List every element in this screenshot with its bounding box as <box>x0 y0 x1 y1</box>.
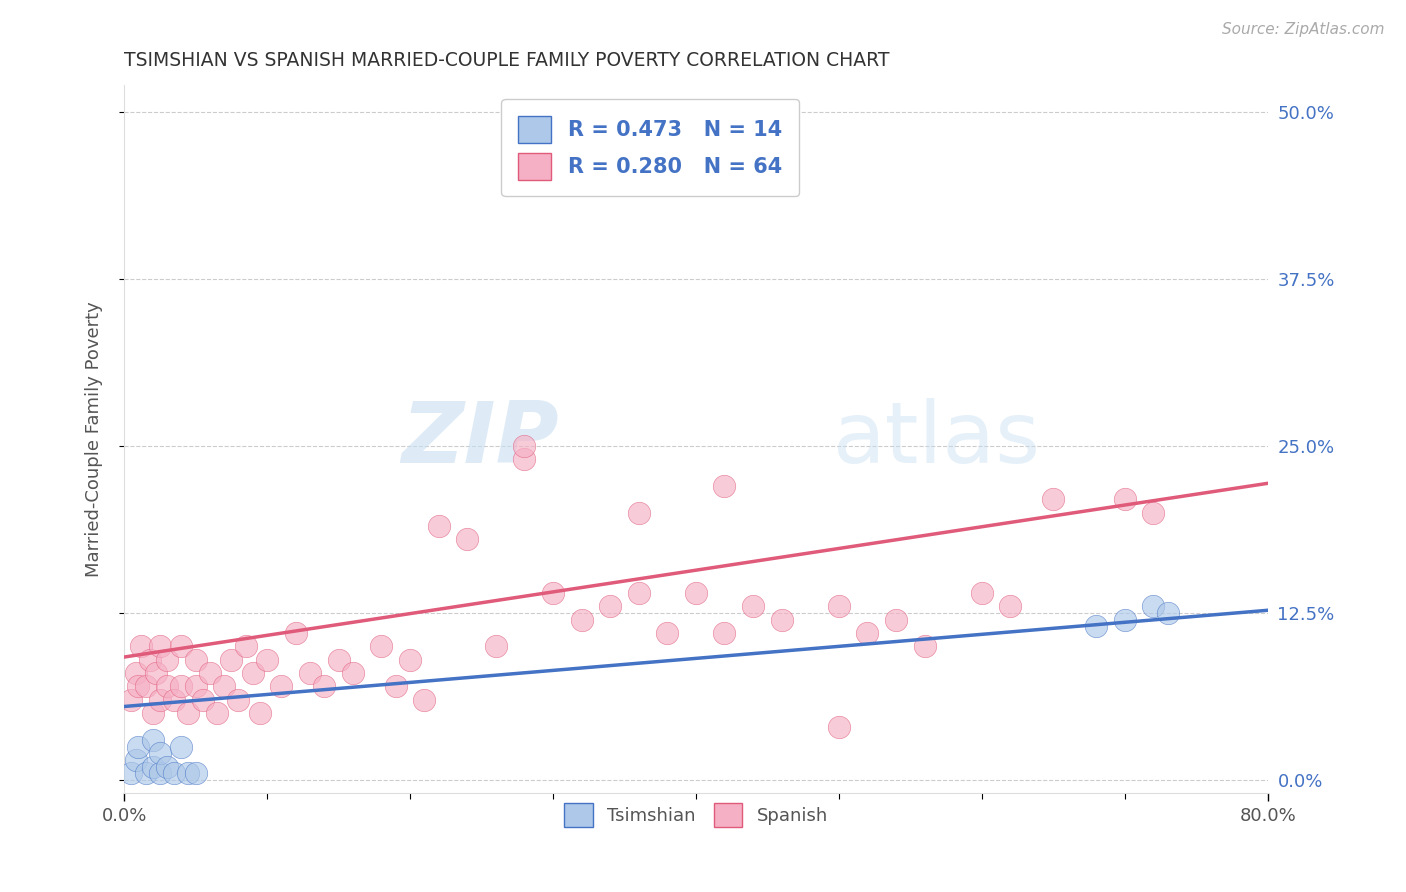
Point <box>270 680 292 694</box>
Point <box>657 626 679 640</box>
Point <box>139 653 162 667</box>
Point <box>256 653 278 667</box>
Point <box>249 706 271 721</box>
Point <box>177 766 200 780</box>
Point <box>627 506 650 520</box>
Text: TSIMSHIAN VS SPANISH MARRIED-COUPLE FAMILY POVERTY CORRELATION CHART: TSIMSHIAN VS SPANISH MARRIED-COUPLE FAMI… <box>124 51 890 70</box>
Point <box>713 479 735 493</box>
Point <box>328 653 350 667</box>
Point <box>198 666 221 681</box>
Point <box>627 586 650 600</box>
Point <box>149 746 172 760</box>
Point <box>914 640 936 654</box>
Text: Source: ZipAtlas.com: Source: ZipAtlas.com <box>1222 22 1385 37</box>
Text: ZIP: ZIP <box>401 398 558 481</box>
Point <box>427 519 450 533</box>
Point <box>242 666 264 681</box>
Point <box>135 766 157 780</box>
Point <box>235 640 257 654</box>
Point <box>1114 613 1136 627</box>
Point <box>135 680 157 694</box>
Y-axis label: Married-Couple Family Poverty: Married-Couple Family Poverty <box>86 301 103 577</box>
Point <box>413 693 436 707</box>
Point <box>156 653 179 667</box>
Point <box>828 720 851 734</box>
Point <box>541 586 564 600</box>
Point <box>485 640 508 654</box>
Text: atlas: atlas <box>834 398 1040 481</box>
Point <box>156 680 179 694</box>
Point <box>513 145 536 159</box>
Point <box>184 653 207 667</box>
Point <box>228 693 250 707</box>
Point <box>399 653 422 667</box>
Point <box>298 666 321 681</box>
Point <box>170 640 193 654</box>
Point <box>184 766 207 780</box>
Point <box>342 666 364 681</box>
Point <box>145 666 167 681</box>
Point <box>120 766 142 780</box>
Point <box>1000 599 1022 614</box>
Point <box>384 680 406 694</box>
Point <box>884 613 907 627</box>
Point <box>685 586 707 600</box>
Legend: Tsimshian, Spanish: Tsimshian, Spanish <box>557 797 835 834</box>
Point <box>149 766 172 780</box>
Point <box>177 706 200 721</box>
Point <box>191 693 214 707</box>
Point <box>212 680 235 694</box>
Point <box>513 452 536 467</box>
Point <box>1142 599 1164 614</box>
Point <box>142 732 165 747</box>
Point <box>1085 619 1108 633</box>
Point <box>221 653 243 667</box>
Point <box>142 759 165 773</box>
Point <box>127 680 149 694</box>
Point <box>513 439 536 453</box>
Point <box>124 666 146 681</box>
Point <box>370 640 392 654</box>
Point <box>142 706 165 721</box>
Point <box>456 533 478 547</box>
Point <box>163 693 186 707</box>
Point <box>713 626 735 640</box>
Point <box>742 599 765 614</box>
Point <box>1114 492 1136 507</box>
Point <box>129 640 152 654</box>
Point <box>314 680 336 694</box>
Point <box>149 693 172 707</box>
Point <box>170 680 193 694</box>
Point <box>1142 506 1164 520</box>
Point <box>856 626 879 640</box>
Point <box>163 766 186 780</box>
Point <box>770 613 793 627</box>
Point <box>970 586 993 600</box>
Point <box>184 680 207 694</box>
Point <box>127 739 149 754</box>
Point <box>828 599 851 614</box>
Point <box>170 739 193 754</box>
Point <box>149 640 172 654</box>
Point <box>1042 492 1064 507</box>
Point <box>284 626 307 640</box>
Point <box>599 599 621 614</box>
Point <box>156 759 179 773</box>
Point <box>124 753 146 767</box>
Point <box>120 693 142 707</box>
Point <box>205 706 228 721</box>
Point <box>571 613 593 627</box>
Point <box>1156 606 1178 620</box>
